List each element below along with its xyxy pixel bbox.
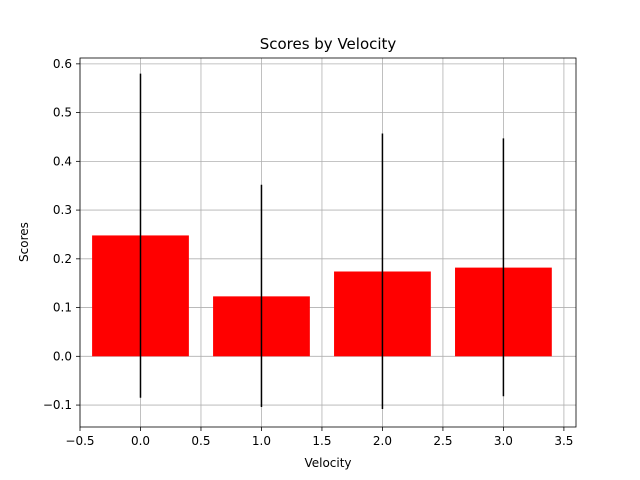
y-tick-label: 0.4: [53, 154, 72, 168]
x-tick-label: 0.5: [191, 434, 210, 448]
chart-title: Scores by Velocity: [260, 35, 397, 53]
x-tick-label: 3.5: [554, 434, 573, 448]
y-tick-label: 0.0: [53, 349, 72, 363]
x-tick-label: 1.0: [252, 434, 271, 448]
y-tick-label: 0.3: [53, 203, 72, 217]
x-axis-ticks: −0.5 0.0 0.5 1.0 1.5 2.0 2.5 3.0 3.5: [65, 427, 573, 448]
x-tick-label: 3.0: [494, 434, 513, 448]
x-tick-label: 1.5: [312, 434, 331, 448]
y-axis-label: Scores: [17, 222, 31, 262]
plot-frame: [79, 57, 577, 428]
y-tick-label: 0.6: [53, 57, 72, 71]
x-tick-label: 0.0: [131, 434, 150, 448]
x-tick-label: 2.0: [373, 434, 392, 448]
y-axis-ticks: −0.1 0.0 0.1 0.2 0.3 0.4 0.5 0.6: [43, 57, 80, 412]
x-axis-label: Velocity: [304, 456, 351, 470]
x-tick-label: 2.5: [433, 434, 452, 448]
error-bars: [139, 73, 505, 409]
x-tick-label: −0.5: [65, 434, 94, 448]
y-tick-label: 0.2: [53, 252, 72, 266]
y-tick-label: 0.1: [53, 301, 72, 315]
y-tick-label: 0.5: [53, 106, 72, 120]
y-tick-label: −0.1: [43, 398, 72, 412]
